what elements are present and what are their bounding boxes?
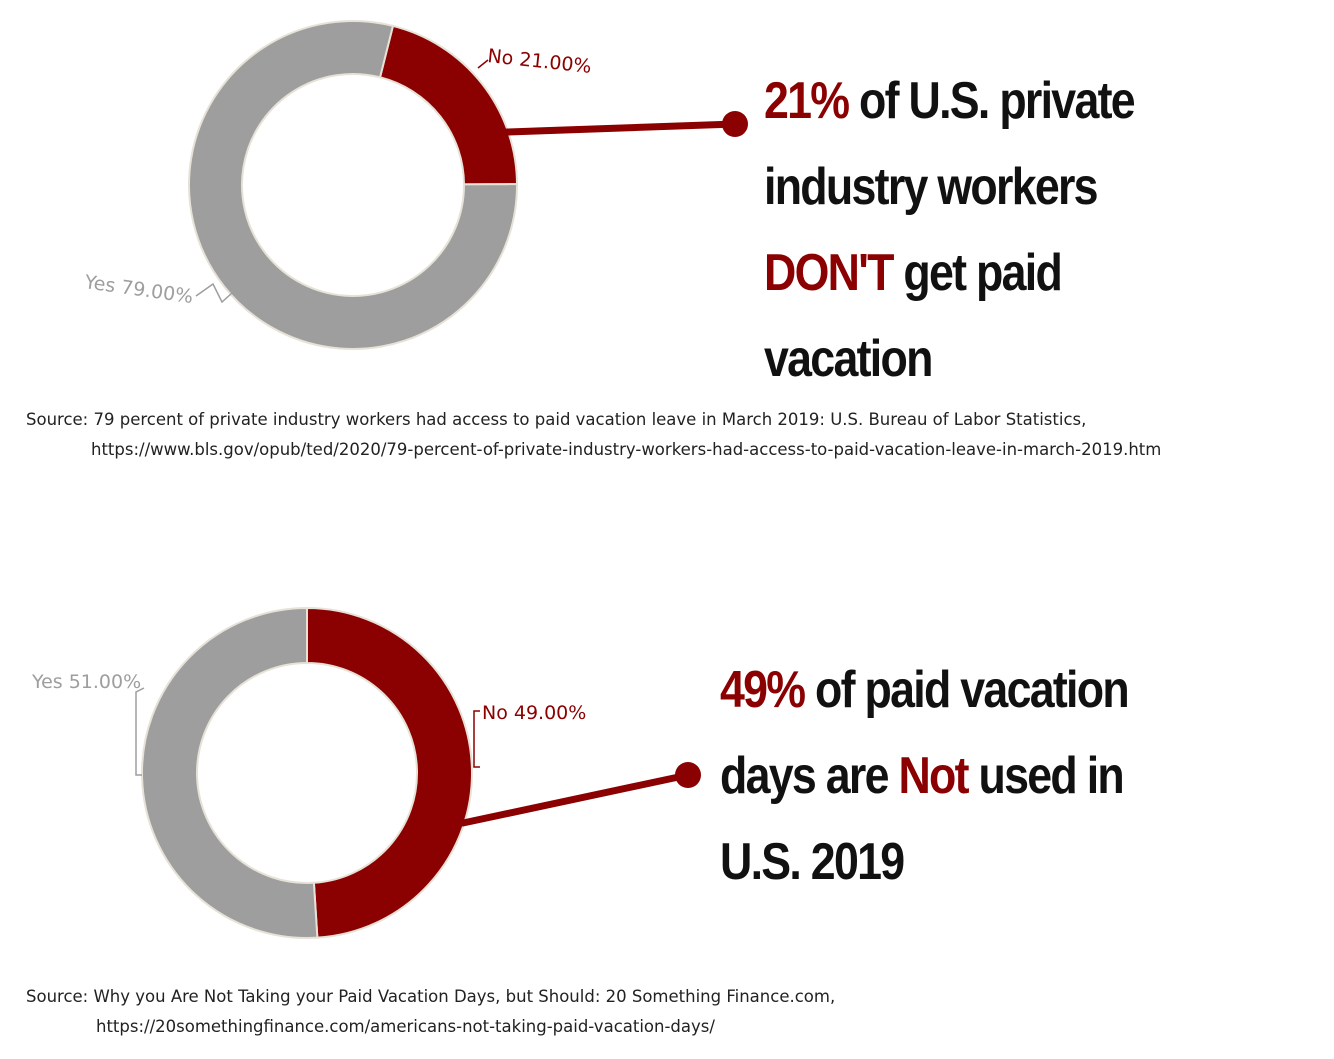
headline-1-percent: 21%: [764, 72, 850, 130]
slice-label-yes-1: Yes 79.00%: [82, 271, 194, 308]
headline-1-line4: vacation: [764, 330, 933, 388]
headline-1-emphasis: DON'T: [764, 244, 894, 302]
headline-1-line3-text: get paid: [892, 244, 1062, 302]
label-leader-yes-2: [135, 687, 145, 776]
source-2-url[interactable]: https://20somethingfinance.com/americans…: [96, 1017, 715, 1036]
source-1-text: Source: 79 percent of private industry w…: [26, 410, 1087, 429]
headline-1: 21% of U.S. private industry workers DON…: [764, 58, 1136, 402]
donut-slice-yes-2[interactable]: [141, 606, 319, 939]
source-1-url[interactable]: https://www.bls.gov/opub/ted/2020/79-per…: [91, 440, 1162, 459]
headline-2-line2-start: days are: [720, 747, 899, 805]
headline-2-line2-text: used in: [967, 747, 1124, 805]
headline-2-percent: 49%: [720, 661, 806, 719]
headline-2-line1-text: of paid vacation: [804, 661, 1130, 719]
donut-slice-yes-1[interactable]: [188, 20, 519, 350]
source-2-text: Source: Why you Are Not Taking your Paid…: [26, 987, 836, 1006]
slice-label-no-2: No 49.00%: [482, 702, 586, 724]
pointer-dot-1: [722, 111, 748, 137]
pointer-line-1: [503, 120, 739, 136]
donut-slice-no-2[interactable]: [306, 606, 473, 939]
headline-1-line2: industry workers: [764, 158, 1099, 216]
pointer-line-2: [459, 771, 692, 827]
headline-1-line1-text: of U.S. private: [848, 72, 1136, 130]
donut-chart-1: No 21.00% Yes 79.00%: [82, 20, 748, 350]
headline-2-emphasis: Not: [898, 747, 969, 805]
source-note-2: Source: Why you Are Not Taking your Paid…: [26, 982, 835, 1042]
donut-chart-2: No 49.00% Yes 51.00%: [31, 606, 701, 939]
headline-2-line3: U.S. 2019: [720, 833, 905, 891]
slice-label-no-1: No 21.00%: [486, 45, 592, 78]
source-note-1: Source: 79 percent of private industry w…: [26, 405, 1161, 465]
headline-2: 49% of paid vacation days are Not used i…: [720, 647, 1130, 905]
slice-label-yes-2: Yes 51.00%: [31, 671, 141, 693]
label-leader-no-1: [477, 59, 489, 69]
pointer-dot-2: [675, 762, 701, 788]
label-leader-no-2: [473, 710, 480, 768]
label-leader-yes-1: [195, 282, 233, 304]
